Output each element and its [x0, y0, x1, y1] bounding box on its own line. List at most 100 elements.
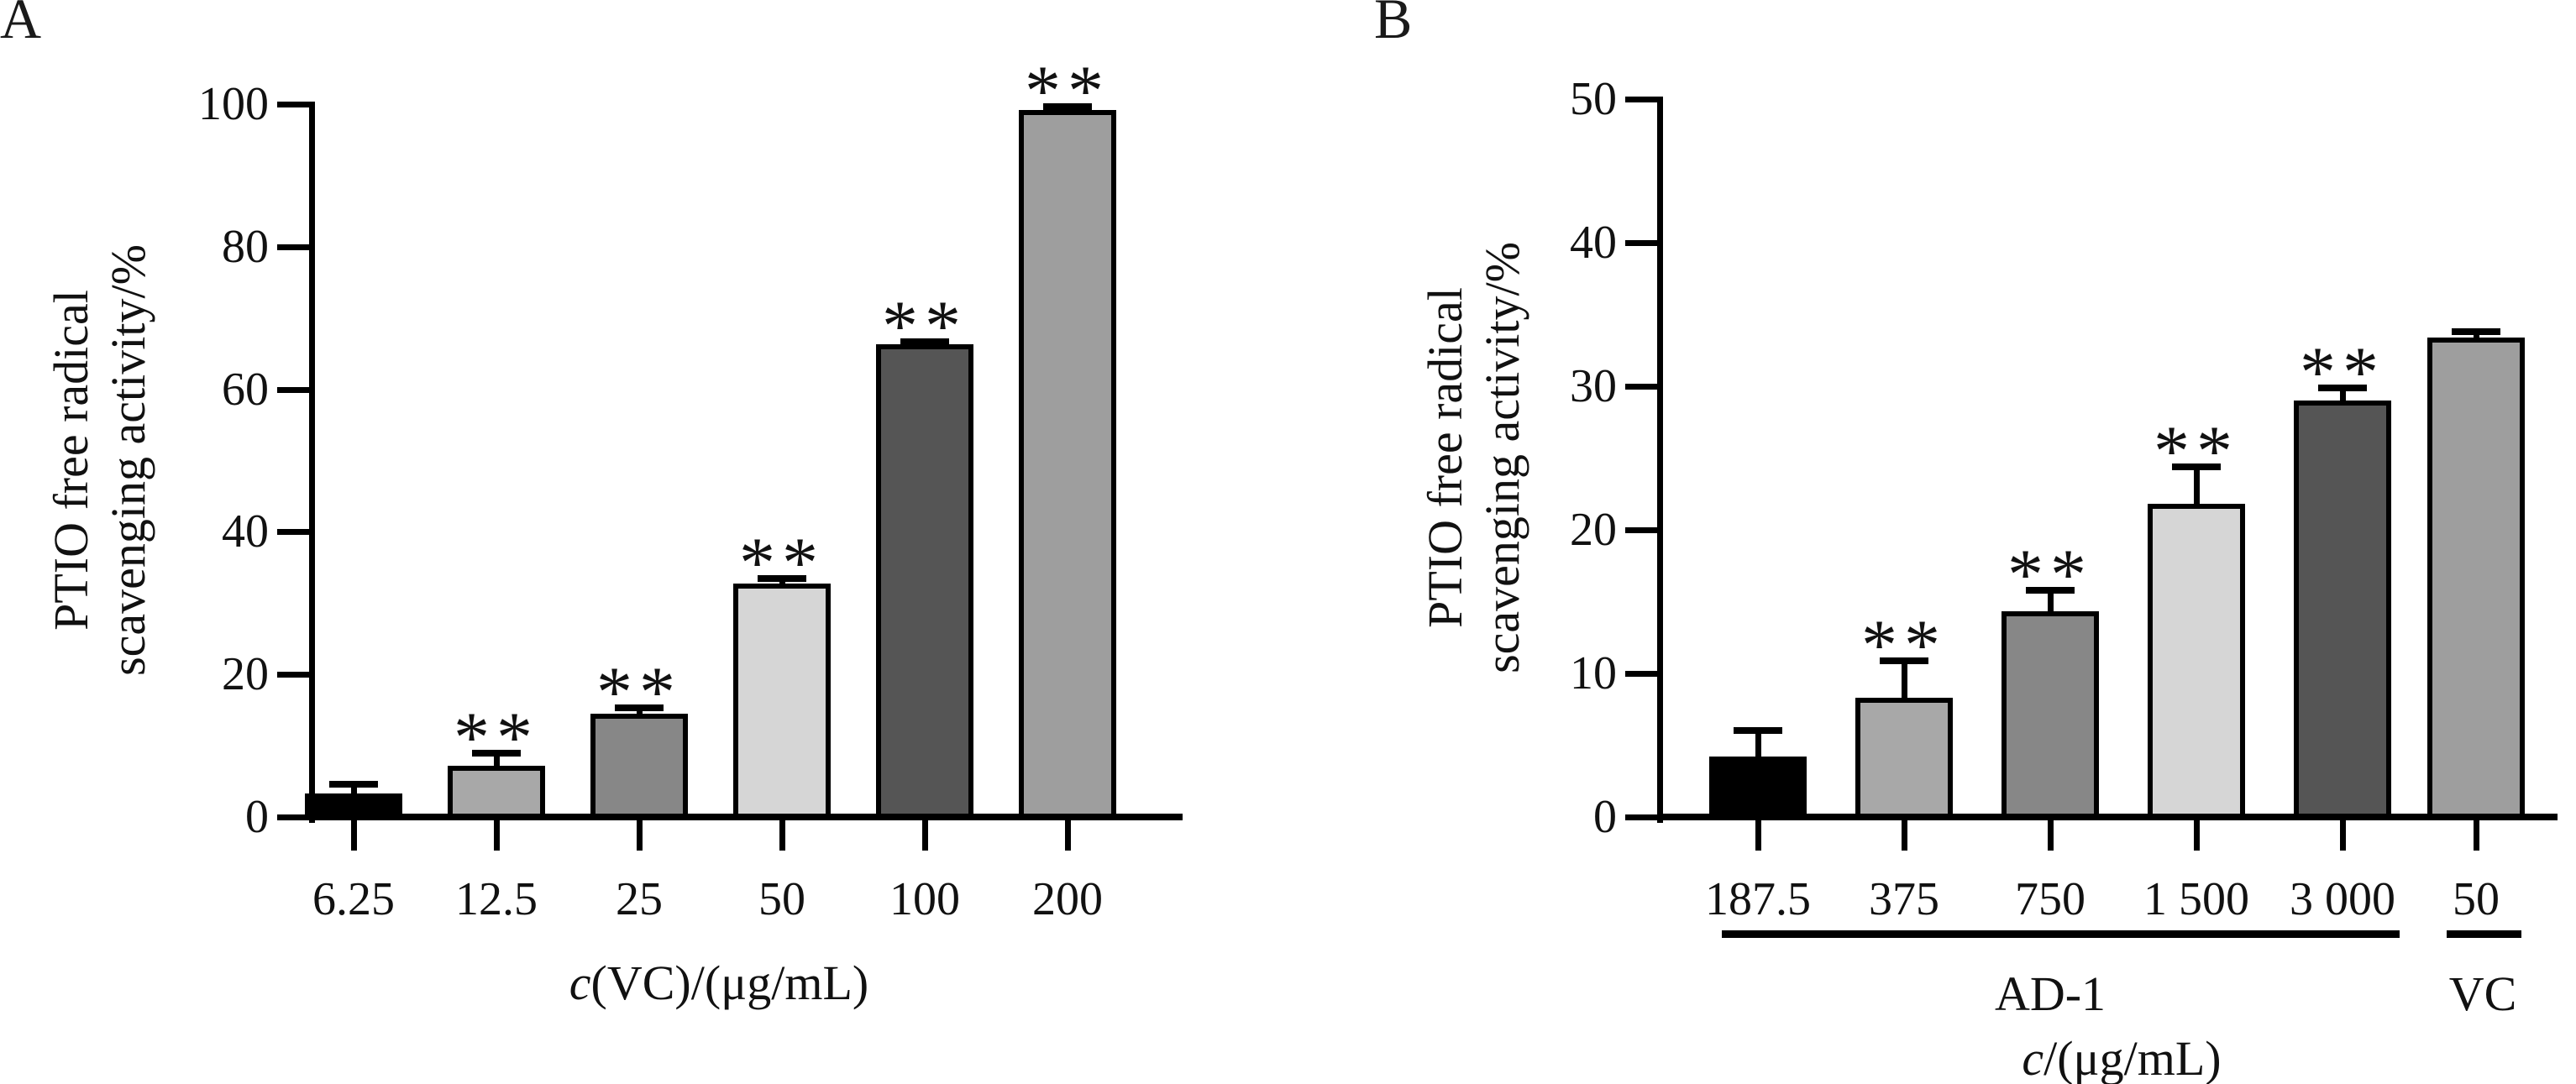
error-bar-cap [758, 575, 806, 583]
y-tick-label: 20 [1570, 504, 1617, 556]
y-axis-title-line1: PTIO free radical [1418, 287, 1472, 628]
group-underline-AD-1 [1722, 930, 2400, 938]
y-tick-label: 50 [1570, 73, 1617, 125]
y-tick-label: 40 [222, 505, 269, 558]
y-axis [309, 102, 315, 823]
y-axis-title-line1: PTIO free radical [44, 290, 98, 631]
panel-letter-A: A [0, 0, 42, 50]
y-tick-label: 30 [1570, 360, 1617, 412]
y-tick [277, 386, 309, 393]
x-tick [779, 820, 785, 851]
y-tick-label: 60 [222, 363, 269, 416]
x-tick-label: 3 000 [2290, 873, 2395, 925]
error-bar-cap [2318, 384, 2367, 391]
y-tick-label: 80 [222, 220, 269, 273]
x-tick-label: 1 500 [2143, 873, 2249, 925]
y-axis-title-line2: scavenging activity/% [101, 244, 155, 676]
significance-stars: ** [882, 285, 968, 366]
y-tick-label: 10 [1570, 647, 1617, 699]
x-tick-label: 25 [616, 873, 663, 925]
error-bar-whisker [1902, 660, 1907, 699]
x-tick [1755, 820, 1761, 851]
x-tick-label: 50 [2453, 873, 2500, 925]
error-bar-whisker [351, 783, 357, 793]
y-tick-label: 100 [198, 78, 269, 130]
bar-50 [2427, 337, 2525, 819]
y-tick [1625, 527, 1657, 533]
bar-100 [876, 344, 973, 819]
x-tick [2048, 820, 2054, 851]
error-bar-whisker [2194, 466, 2200, 505]
x-tick [494, 820, 500, 851]
bar-3 000 [2294, 401, 2391, 819]
significance-stars: ** [2007, 533, 2093, 615]
significance-stars: ** [2154, 410, 2239, 491]
error-bar-cap [615, 704, 664, 712]
error-bar-cap [900, 338, 949, 345]
bar-12.5 [448, 765, 545, 819]
error-bar-cap [1734, 727, 1782, 735]
group-label-AD-1: AD-1 [1994, 966, 2106, 1021]
x-axis-title: c(VC)/(μg/mL) [341, 956, 1097, 1011]
bar-6.25 [305, 793, 402, 819]
x-tick-label: 200 [1032, 873, 1103, 925]
x-tick [637, 820, 643, 851]
y-tick [277, 529, 309, 536]
error-bar-cap [2452, 328, 2500, 336]
x-tick-label: 50 [758, 873, 805, 925]
y-axis-title: PTIO free radical scavenging activity/% [1417, 71, 1535, 844]
x-tick [2340, 820, 2346, 851]
error-bar-cap [329, 780, 378, 788]
bar-375 [1855, 698, 1953, 819]
x-tick [2194, 820, 2200, 851]
bar-187.5 [1709, 757, 1807, 819]
x-tick [2474, 820, 2479, 851]
x-tick-label: 100 [889, 873, 960, 925]
error-bar-cap [1880, 657, 1928, 664]
y-tick [1625, 240, 1657, 246]
error-bar-cap [2026, 586, 2075, 594]
group-underline-VC [2447, 930, 2521, 938]
x-tick [1065, 820, 1071, 851]
y-tick [1625, 384, 1657, 390]
y-tick-label: 0 [245, 791, 269, 843]
significance-stars: ** [596, 652, 682, 733]
x-axis [1657, 814, 2558, 820]
x-tick [1902, 820, 1907, 851]
group-label-VC: VC [2448, 966, 2517, 1021]
x-tick [922, 820, 928, 851]
x-tick-label: 6.25 [312, 873, 395, 925]
x-axis-title-units: /(μg/mL) [2043, 1031, 2222, 1084]
bar-1 500 [2148, 504, 2245, 819]
y-axis-title: PTIO free radical scavenging activity/% [43, 74, 160, 846]
y-tick [277, 672, 309, 678]
error-bar-cap [2172, 463, 2221, 470]
y-tick [1625, 814, 1657, 820]
error-bar-whisker [494, 753, 500, 766]
error-bar-whisker [1755, 731, 1761, 757]
y-tick-label: 0 [1593, 791, 1617, 843]
bar-750 [2002, 611, 2099, 819]
x-axis-title-variable: c [2022, 1031, 2044, 1084]
y-axis-title-line2: scavenging activity/% [1475, 242, 1529, 673]
y-tick [1625, 97, 1657, 102]
x-axis-title-units: (VC)/(μg/mL) [590, 956, 869, 1010]
error-bar-whisker [2048, 589, 2054, 612]
error-bar-whisker [2340, 387, 2346, 401]
significance-stars: ** [454, 697, 539, 778]
panel-letter-B: B [1374, 0, 1413, 50]
x-axis-title: c/(μg/mL) [1744, 1031, 2500, 1084]
significance-stars: ** [2300, 331, 2385, 412]
significance-stars: ** [1025, 50, 1110, 132]
x-tick-label: 750 [2015, 873, 2085, 925]
x-tick [351, 820, 357, 851]
error-bar-cap [472, 750, 521, 757]
x-tick-label: 12.5 [455, 873, 538, 925]
y-tick-label: 20 [222, 648, 269, 701]
y-tick [277, 244, 309, 250]
y-tick [277, 814, 309, 820]
x-tick-label: 375 [1869, 873, 1939, 925]
y-tick [1625, 671, 1657, 677]
error-bar-cap [1043, 103, 1092, 111]
